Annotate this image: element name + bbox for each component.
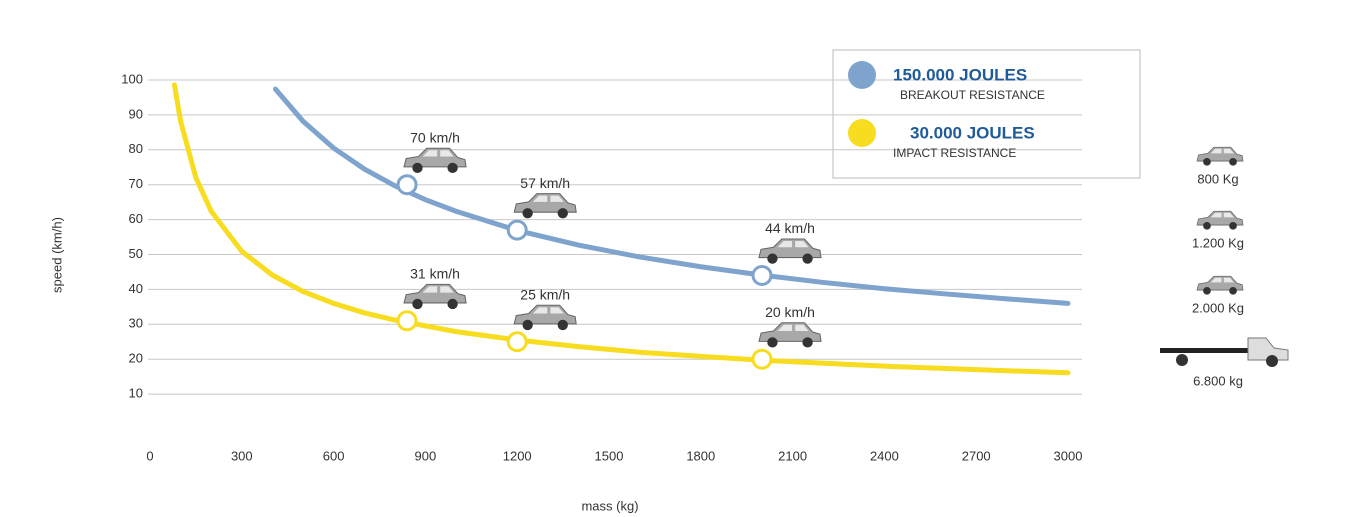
data-point — [506, 219, 528, 241]
truck-part — [1247, 337, 1289, 361]
car-part — [777, 324, 809, 331]
y-tick-label: 30 — [129, 316, 143, 331]
y-tick-label: 90 — [129, 106, 143, 121]
car-part — [422, 150, 454, 157]
x-tick-label: 300 — [231, 448, 253, 463]
car-icon — [1196, 210, 1244, 230]
legend-description: IMPACT RESISTANCE — [893, 146, 1016, 160]
car-part — [802, 337, 813, 348]
car-part — [532, 195, 564, 202]
car-part — [1203, 158, 1211, 166]
x-tick-label: 0 — [146, 448, 153, 463]
car-part — [522, 319, 533, 331]
car-part — [557, 319, 568, 331]
car-part — [767, 253, 778, 264]
x-tick-label: 900 — [415, 448, 437, 463]
car-icon — [1196, 146, 1244, 166]
data-point — [506, 331, 528, 353]
y-tick-label: 20 — [129, 351, 143, 366]
data-point — [396, 310, 418, 332]
data-label: 20 km/h — [765, 304, 815, 320]
car-part — [522, 208, 533, 219]
data-point — [751, 264, 773, 286]
truck-part — [1160, 348, 1248, 353]
data-label: 70 km/h — [410, 129, 460, 145]
vehicle-label: 1.200 Kg — [1192, 235, 1244, 250]
car-part — [447, 162, 458, 174]
truck-icon — [1160, 337, 1289, 367]
data-label: 25 km/h — [520, 286, 570, 302]
legend-label: 30.000 JOULES — [910, 123, 1035, 142]
y-tick-label: 100 — [121, 71, 143, 86]
y-tick-label: 50 — [129, 246, 143, 261]
y-tick-label: 10 — [129, 386, 143, 401]
car-part — [1210, 277, 1234, 283]
x-tick-label: 2100 — [778, 448, 807, 463]
data-label: 31 km/h — [410, 266, 460, 282]
car-icon — [758, 322, 822, 348]
x-tick-label: 600 — [323, 448, 345, 463]
car-part — [1229, 287, 1237, 295]
car-icon — [403, 147, 467, 174]
car-part — [1203, 287, 1211, 295]
x-tick-label: 2700 — [962, 448, 991, 463]
car-icon — [1196, 275, 1244, 295]
car-part — [802, 253, 813, 264]
legend-description: BREAKOUT RESISTANCE — [900, 88, 1045, 102]
legend-swatch — [848, 61, 876, 89]
y-tick-label: 70 — [129, 176, 143, 191]
x-tick-label: 2400 — [870, 448, 899, 463]
car-part — [412, 162, 423, 174]
x-axis-label: mass (kg) — [581, 498, 638, 513]
car-icon — [758, 238, 822, 264]
series-line — [272, 86, 1071, 306]
car-part — [557, 208, 568, 219]
y-axis-label: speed (km/h) — [49, 217, 64, 293]
truck-part — [1176, 354, 1188, 366]
y-tick-label: 60 — [129, 211, 143, 226]
car-part — [422, 286, 454, 293]
legend-label: 150.000 JOULES — [893, 65, 1027, 84]
x-tick-label: 1800 — [686, 448, 715, 463]
car-part — [767, 337, 778, 348]
car-part — [1203, 222, 1211, 230]
data-label: 57 km/h — [520, 175, 570, 191]
car-part — [412, 298, 423, 310]
car-part — [1210, 148, 1234, 154]
legend-swatch — [848, 119, 876, 147]
car-part — [447, 298, 458, 310]
car-part — [1229, 222, 1237, 230]
data-point — [396, 174, 418, 196]
car-part — [532, 307, 564, 314]
car-part — [1210, 212, 1234, 218]
y-tick-label: 80 — [129, 141, 143, 156]
x-tick-label: 1200 — [503, 448, 532, 463]
x-tick-label: 3000 — [1054, 448, 1083, 463]
vehicle-label: 800 Kg — [1197, 171, 1238, 186]
car-part — [1229, 158, 1237, 166]
x-tick-label: 1500 — [595, 448, 624, 463]
truck-part — [1266, 355, 1278, 367]
vehicle-label: 6.800 kg — [1193, 373, 1243, 388]
car-icon — [513, 193, 577, 219]
car-part — [777, 241, 809, 248]
legend-box — [832, 49, 1141, 179]
vehicle-label: 2.000 Kg — [1192, 300, 1244, 315]
y-tick-label: 40 — [129, 281, 143, 296]
data-label: 44 km/h — [765, 220, 815, 236]
car-icon — [513, 304, 577, 331]
data-point — [751, 348, 773, 370]
car-icon — [403, 283, 467, 310]
